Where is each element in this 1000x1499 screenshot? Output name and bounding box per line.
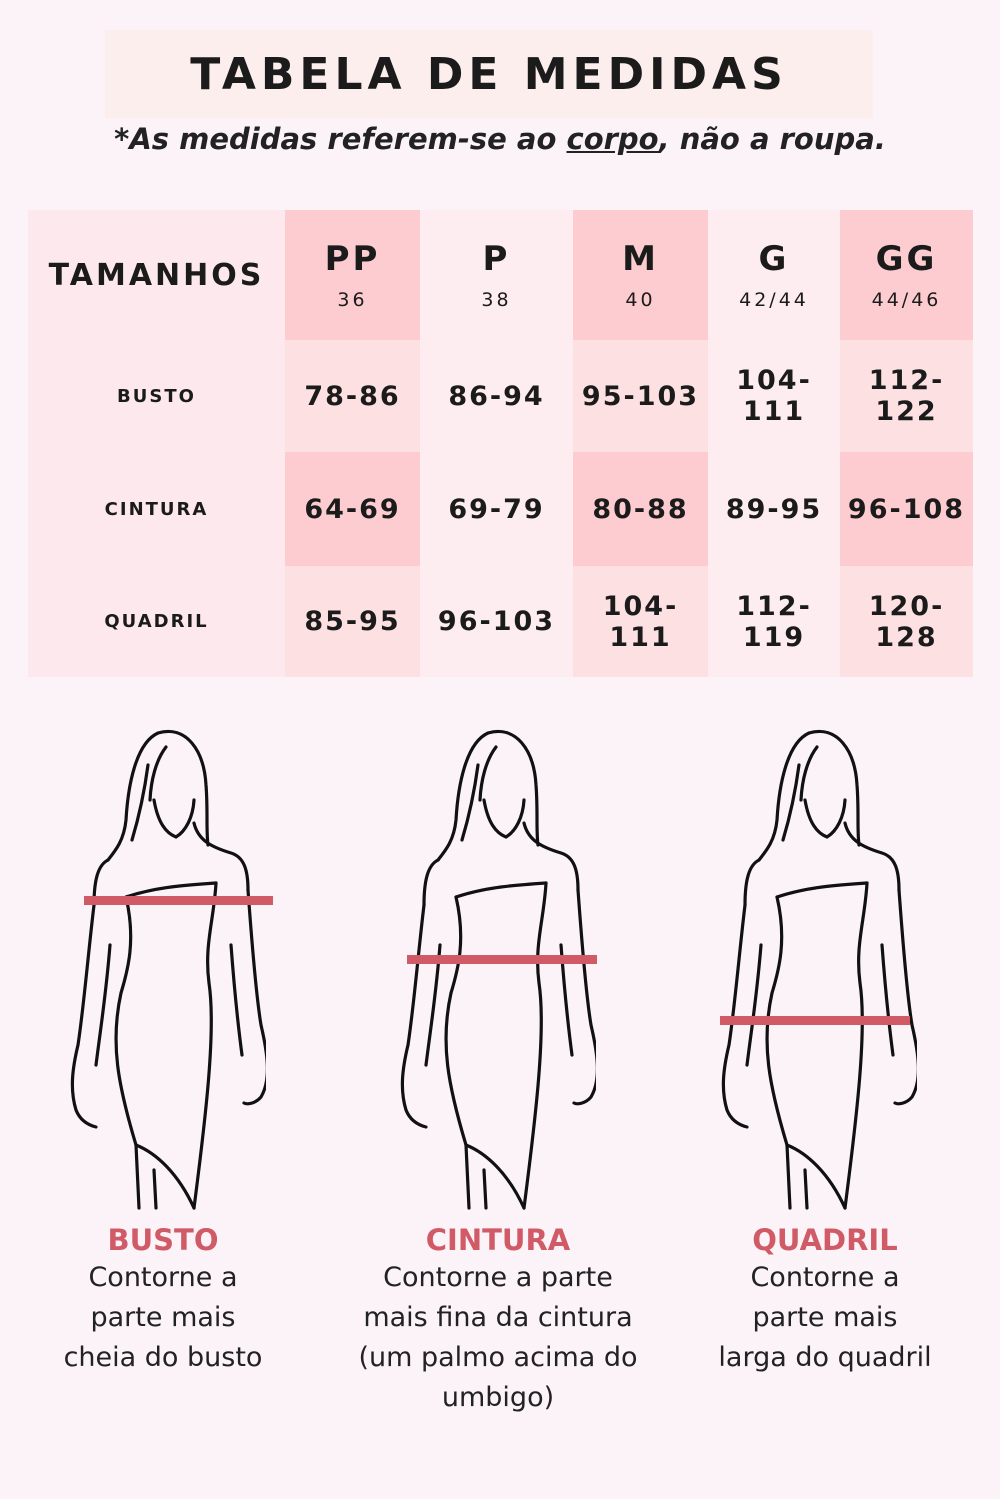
guide-text: (um palmo acima do umbigo) <box>358 1342 638 1413</box>
guide-title: CINTURA <box>425 1223 571 1257</box>
size-label: G <box>758 239 790 279</box>
size-label: M <box>622 239 659 279</box>
guide-hip: QUADRIL Contorne a parte mais larga do q… <box>645 1222 1000 1378</box>
table-cell: 78-86 <box>285 340 420 452</box>
size-number: 40 <box>625 289 656 311</box>
table-cell: 86-94 <box>420 340 573 452</box>
row-label: QUADRIL <box>28 566 285 677</box>
guide-text: Contorne a parte <box>383 1262 613 1293</box>
table-cell: 104-111 <box>573 566 708 677</box>
size-header: M 40 <box>573 210 708 340</box>
table-row: QUADRIL 85-95 96-103 104-111 112-119 120… <box>28 566 973 677</box>
guide-title: QUADRIL <box>752 1223 898 1257</box>
subtitle-text: *As medidas referem-se ao <box>114 122 567 156</box>
table-cell: 112-119 <box>708 566 840 677</box>
corner-label: TAMANHOS <box>28 210 285 340</box>
size-table: TAMANHOS PP 36 P 38 M 40 G 42/44 GG 44/46 BUS… <box>28 210 973 677</box>
guide-text: parte mais <box>90 1302 236 1333</box>
hip-measure-line <box>720 1016 910 1025</box>
guide-bust: BUSTO Contorne a parte mais cheia do bus… <box>0 1222 343 1378</box>
table-cell: 80-88 <box>573 452 708 566</box>
table-header-row: TAMANHOS PP 36 P 38 M 40 G 42/44 GG 44/46 <box>28 210 973 340</box>
size-label: GG <box>875 239 938 279</box>
table-row: BUSTO 78-86 86-94 95-103 104-111 112-122 <box>28 340 973 452</box>
table-cell: 96-103 <box>420 566 573 677</box>
size-label: P <box>482 239 511 279</box>
title-banner: TABELA DE MEDIDAS <box>105 30 873 118</box>
table-cell: 89-95 <box>708 452 840 566</box>
bust-measure-line <box>84 896 273 905</box>
woman-figure-waist <box>396 725 596 1210</box>
guide-text: mais fina da cintura <box>363 1302 633 1333</box>
page-title: TABELA DE MEDIDAS <box>190 48 788 100</box>
guide-text: cheia do busto <box>63 1342 263 1373</box>
guide-text: larga do quadril <box>718 1342 932 1373</box>
size-header: P 38 <box>420 210 573 340</box>
size-label: PP <box>324 239 381 279</box>
row-label: CINTURA <box>28 452 285 566</box>
table-cell: 104-111 <box>708 340 840 452</box>
table-cell: 85-95 <box>285 566 420 677</box>
guide-text: parte mais <box>752 1302 898 1333</box>
size-number: 36 <box>337 289 368 311</box>
subtitle-emphasis: corpo <box>566 122 659 156</box>
guide-waist: CINTURA Contorne a parte mais fina da ci… <box>318 1222 678 1418</box>
subtitle: *As medidas referem-se ao corpo, não a r… <box>0 122 1000 156</box>
table-cell: 64-69 <box>285 452 420 566</box>
size-header: G 42/44 <box>708 210 840 340</box>
table-cell: 120-128 <box>840 566 973 677</box>
size-number: 44/46 <box>871 289 942 311</box>
woman-figure-bust <box>66 725 266 1210</box>
table-cell: 69-79 <box>420 452 573 566</box>
table-cell: 95-103 <box>573 340 708 452</box>
waist-measure-line <box>407 955 597 964</box>
size-number: 42/44 <box>739 289 809 311</box>
guide-text: Contorne a <box>88 1262 238 1293</box>
size-number: 38 <box>481 289 512 311</box>
guide-title: BUSTO <box>107 1223 219 1257</box>
row-label: BUSTO <box>28 340 285 452</box>
guide-text: Contorne a <box>750 1262 900 1293</box>
size-header: PP 36 <box>285 210 420 340</box>
size-header: GG 44/46 <box>840 210 973 340</box>
woman-figure-hip <box>717 725 917 1210</box>
table-row: CINTURA 64-69 69-79 80-88 89-95 96-108 <box>28 452 973 566</box>
subtitle-text-end: , não a roupa. <box>658 122 886 156</box>
table-cell: 112-122 <box>840 340 973 452</box>
table-cell: 96-108 <box>840 452 973 566</box>
